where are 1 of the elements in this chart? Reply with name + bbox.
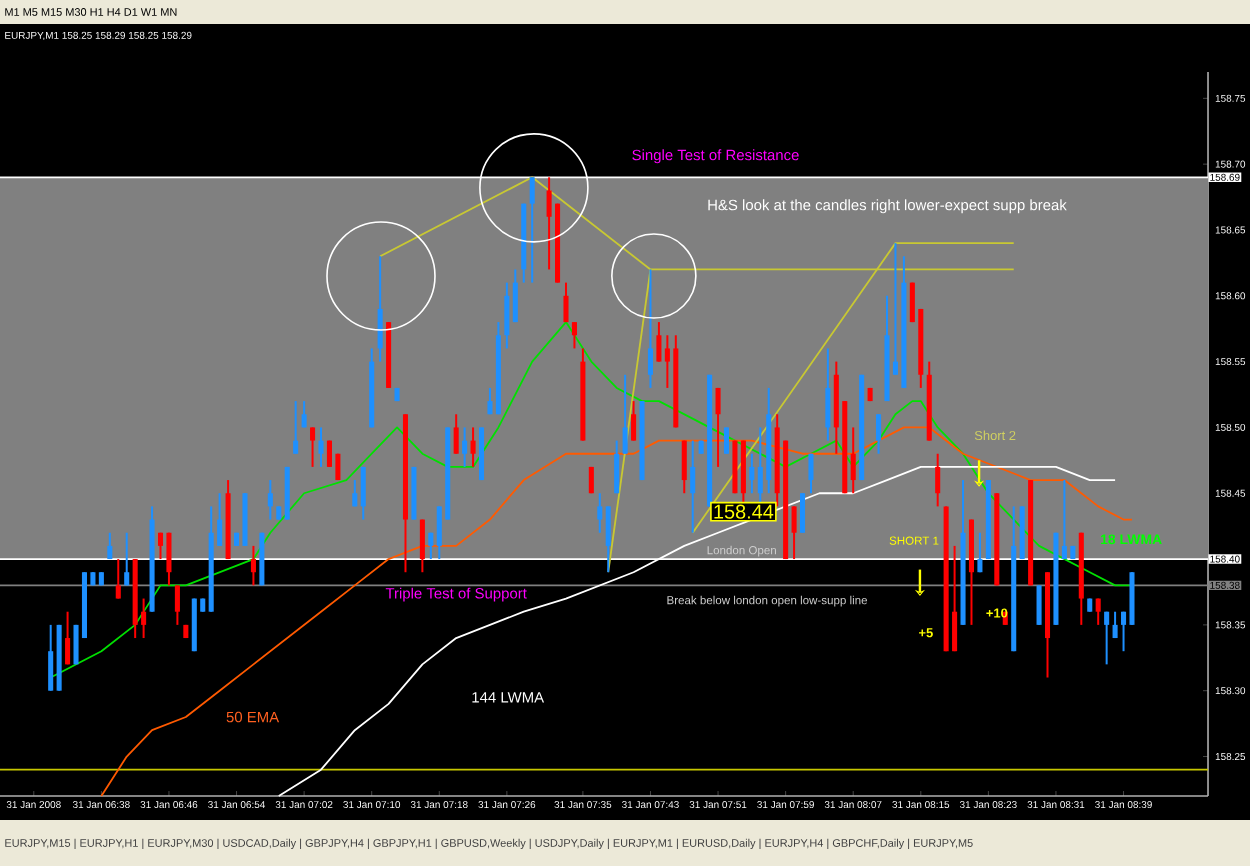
annotation: 158.44 [714,504,774,519]
